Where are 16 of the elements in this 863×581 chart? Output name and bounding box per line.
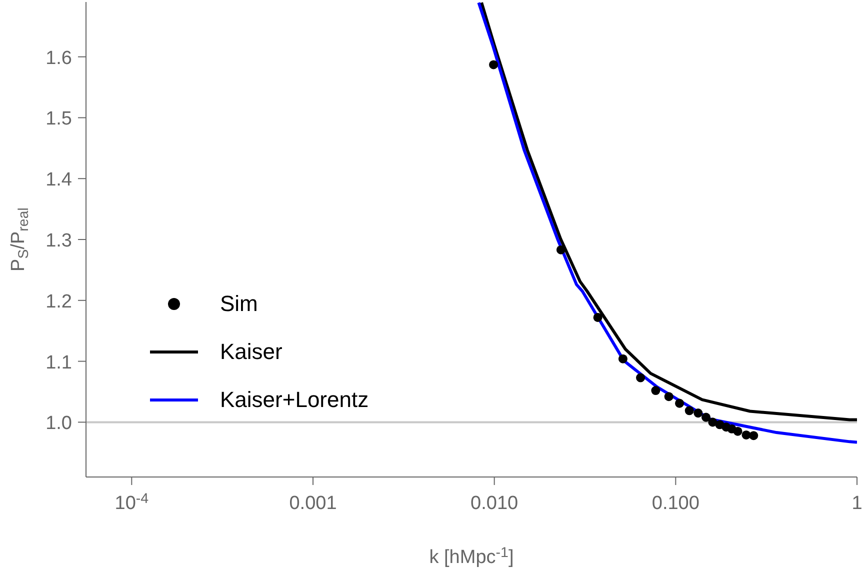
x-tick-label: 10$^{-4}$ <box>114 490 149 514</box>
legend-label: Kaiser <box>220 339 282 365</box>
legend-label: Sim <box>220 291 258 317</box>
y-tick-label: 1.0 <box>46 413 72 434</box>
y-tick-label: 1.2 <box>46 291 72 312</box>
x-tick-label: 0.010 <box>470 493 518 514</box>
y-tick-label: 1.4 <box>46 170 72 191</box>
legend-label: Kaiser+Lorentz <box>220 387 369 413</box>
y-tick-label: 1.5 <box>46 108 72 130</box>
y-tick-label: 1.1 <box>46 352 72 374</box>
x-tick-label: 0.001 <box>289 493 337 514</box>
x-tick-label: 0.100 <box>652 493 700 514</box>
y-tick-label: 1.6 <box>46 48 72 69</box>
y-tick-label: 1.3 <box>46 230 72 252</box>
x-tick-label: 1 <box>852 493 862 514</box>
x-axis-title: k [hMpc$^{-1}$] <box>429 544 514 568</box>
